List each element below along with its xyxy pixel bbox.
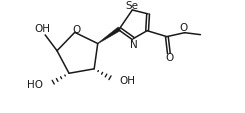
- Text: OH: OH: [34, 24, 50, 34]
- Text: O: O: [73, 25, 81, 35]
- Text: OH: OH: [120, 75, 136, 85]
- Text: Se: Se: [126, 1, 139, 11]
- Text: O: O: [166, 53, 174, 63]
- Polygon shape: [98, 28, 121, 44]
- Text: N: N: [130, 39, 138, 49]
- Text: HO: HO: [27, 79, 43, 89]
- Text: O: O: [180, 23, 188, 32]
